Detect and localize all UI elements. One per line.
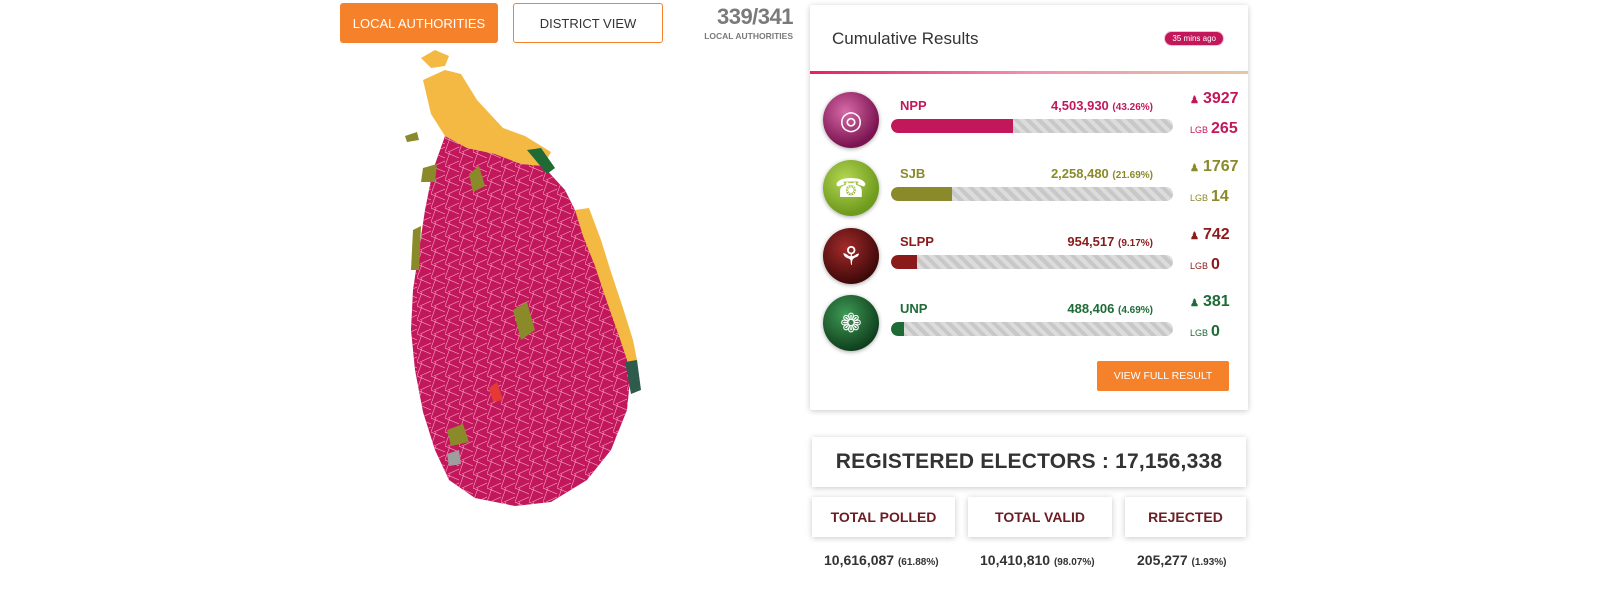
- party-name: UNP: [900, 301, 928, 316]
- party-lgb-count: 14: [1211, 188, 1229, 205]
- party-row-npp[interactable]: ◎ NPP 4,503,930 (43.26%) ♟ 3927 LGB 265: [810, 90, 1248, 154]
- party-name: SJB: [900, 166, 926, 181]
- party-seats: ♟ 742: [1190, 226, 1230, 244]
- stat-value-1: 10,410,810 (98.07%): [980, 552, 1095, 568]
- unp-elephant-icon: ❁: [823, 295, 879, 351]
- stat-number: 10,410,810: [980, 552, 1051, 568]
- party-lgb: LGB 0: [1190, 256, 1220, 274]
- map-region-sjb-north[interactable]: [421, 164, 437, 182]
- party-votes: 2,258,480 (21.69%): [1051, 166, 1153, 181]
- party-seats: ♟ 3927: [1190, 90, 1239, 108]
- local-authorities-tab[interactable]: LOCAL AUTHORITIES: [340, 3, 498, 43]
- party-votes: 488,406 (4.69%): [1067, 301, 1153, 316]
- party-vote-count: 4,503,930: [1050, 98, 1109, 113]
- party-seat-count: 381: [1202, 293, 1230, 310]
- party-vote-bar: [891, 322, 1173, 336]
- party-vote-pct: (9.17%): [1117, 238, 1153, 249]
- map-region-sjb-central[interactable]: [469, 166, 485, 192]
- party-lgb: LGB 265: [1190, 120, 1238, 138]
- party-vote-count: 488,406: [1067, 301, 1115, 316]
- stat-pct: (1.93%): [1191, 557, 1227, 568]
- party-row-slpp[interactable]: ⚘ SLPP 954,517 (9.17%) ♟ 742 LGB 0: [810, 226, 1248, 290]
- person-icon: ♟: [1190, 95, 1199, 106]
- map-region-unp-east[interactable]: [527, 148, 555, 174]
- lgb-label: LGB: [1190, 125, 1209, 135]
- stat-number: 10,616,087: [824, 552, 895, 568]
- map-region-sjb-hill[interactable]: [513, 302, 535, 340]
- person-icon: ♟: [1190, 298, 1199, 309]
- view-full-result-button[interactable]: VIEW FULL RESULT: [1097, 361, 1229, 391]
- card-divider: [810, 71, 1248, 74]
- lgb-label: LGB: [1190, 328, 1209, 338]
- party-vote-pct: (4.69%): [1117, 305, 1153, 316]
- party-seat-count: 1767: [1202, 158, 1239, 175]
- party-lgb-count: 265: [1211, 120, 1238, 137]
- sri-lanka-results-map[interactable]: [375, 40, 685, 520]
- registered-electors: REGISTERED ELECTORS : 17,156,338: [812, 437, 1246, 487]
- card-title: Cumulative Results: [832, 29, 979, 48]
- authorities-counter: 339/341 LOCAL AUTHORITIES: [697, 4, 793, 41]
- stat-pct: (98.07%): [1053, 557, 1095, 568]
- map-region-slpp[interactable]: [489, 382, 503, 402]
- party-vote-bar-fill: [891, 119, 1013, 133]
- party-lgb-count: 0: [1211, 256, 1220, 273]
- party-vote-bar: [891, 119, 1173, 133]
- party-seats: ♟ 381: [1190, 293, 1230, 311]
- party-vote-bar-fill: [891, 322, 905, 336]
- lgb-label: LGB: [1190, 261, 1209, 271]
- map-region-north[interactable]: [423, 70, 551, 166]
- map-region-unp-coast[interactable]: [625, 360, 641, 394]
- party-vote-count: 2,258,480: [1050, 166, 1109, 181]
- district-view-tab[interactable]: DISTRICT VIEW: [513, 3, 663, 43]
- map-region-sjb-west[interactable]: [411, 226, 421, 270]
- cumulative-results-card: Cumulative Results 35 mins ago ◎ NPP 4,503…: [810, 5, 1248, 410]
- party-vote-pct: (43.26%): [1112, 102, 1153, 113]
- party-vote-bar-fill: [891, 255, 917, 269]
- updated-badge: 35 mins ago: [1164, 31, 1224, 46]
- stat-label-1: TOTAL VALID: [968, 497, 1112, 537]
- stat-label-0: TOTAL POLLED: [812, 497, 955, 537]
- party-seats: ♟ 1767: [1190, 158, 1239, 176]
- party-vote-bar: [891, 255, 1173, 269]
- map-region-unreported[interactable]: [447, 450, 461, 466]
- map-region-sjb-west2[interactable]: [405, 132, 419, 142]
- slpp-flower-icon: ⚘: [823, 228, 879, 284]
- stat-number: 205,277: [1137, 552, 1188, 568]
- party-votes: 954,517 (9.17%): [1067, 234, 1153, 249]
- party-row-unp[interactable]: ❁ UNP 488,406 (4.69%) ♟ 381 LGB 0: [810, 293, 1248, 357]
- party-lgb-count: 0: [1211, 323, 1220, 340]
- sjb-telephone-icon: ☎: [823, 160, 879, 216]
- stat-pct: (61.88%): [897, 557, 939, 568]
- lgb-label: LGB: [1190, 193, 1209, 203]
- map-region-jaffna[interactable]: [421, 50, 449, 68]
- party-name: SLPP: [900, 234, 934, 249]
- map-region-sjb-south[interactable]: [447, 424, 469, 446]
- person-icon: ♟: [1190, 163, 1199, 174]
- party-seat-count: 742: [1202, 226, 1230, 243]
- party-vote-pct: (21.69%): [1112, 170, 1153, 181]
- stat-value-2: 205,277 (1.93%): [1137, 552, 1227, 568]
- npp-logo-icon: ◎: [823, 92, 879, 148]
- map-region-east[interactable]: [575, 208, 637, 366]
- party-vote-bar-fill: [891, 187, 953, 201]
- authorities-count: 339/341: [716, 4, 794, 29]
- party-votes: 4,503,930 (43.26%): [1051, 98, 1153, 113]
- party-lgb: LGB 14: [1190, 188, 1229, 206]
- stat-label-2: REJECTED: [1125, 497, 1246, 537]
- stat-value-0: 10,616,087 (61.88%): [824, 552, 939, 568]
- party-name: NPP: [900, 98, 927, 113]
- party-row-sjb[interactable]: ☎ SJB 2,258,480 (21.69%) ♟ 1767 LGB 14: [810, 158, 1248, 222]
- party-vote-bar: [891, 187, 1173, 201]
- party-vote-count: 954,517: [1067, 234, 1115, 249]
- person-icon: ♟: [1190, 231, 1199, 242]
- party-lgb: LGB 0: [1190, 323, 1220, 341]
- party-seat-count: 3927: [1202, 90, 1239, 107]
- authorities-count-label: LOCAL AUTHORITIES: [704, 31, 793, 41]
